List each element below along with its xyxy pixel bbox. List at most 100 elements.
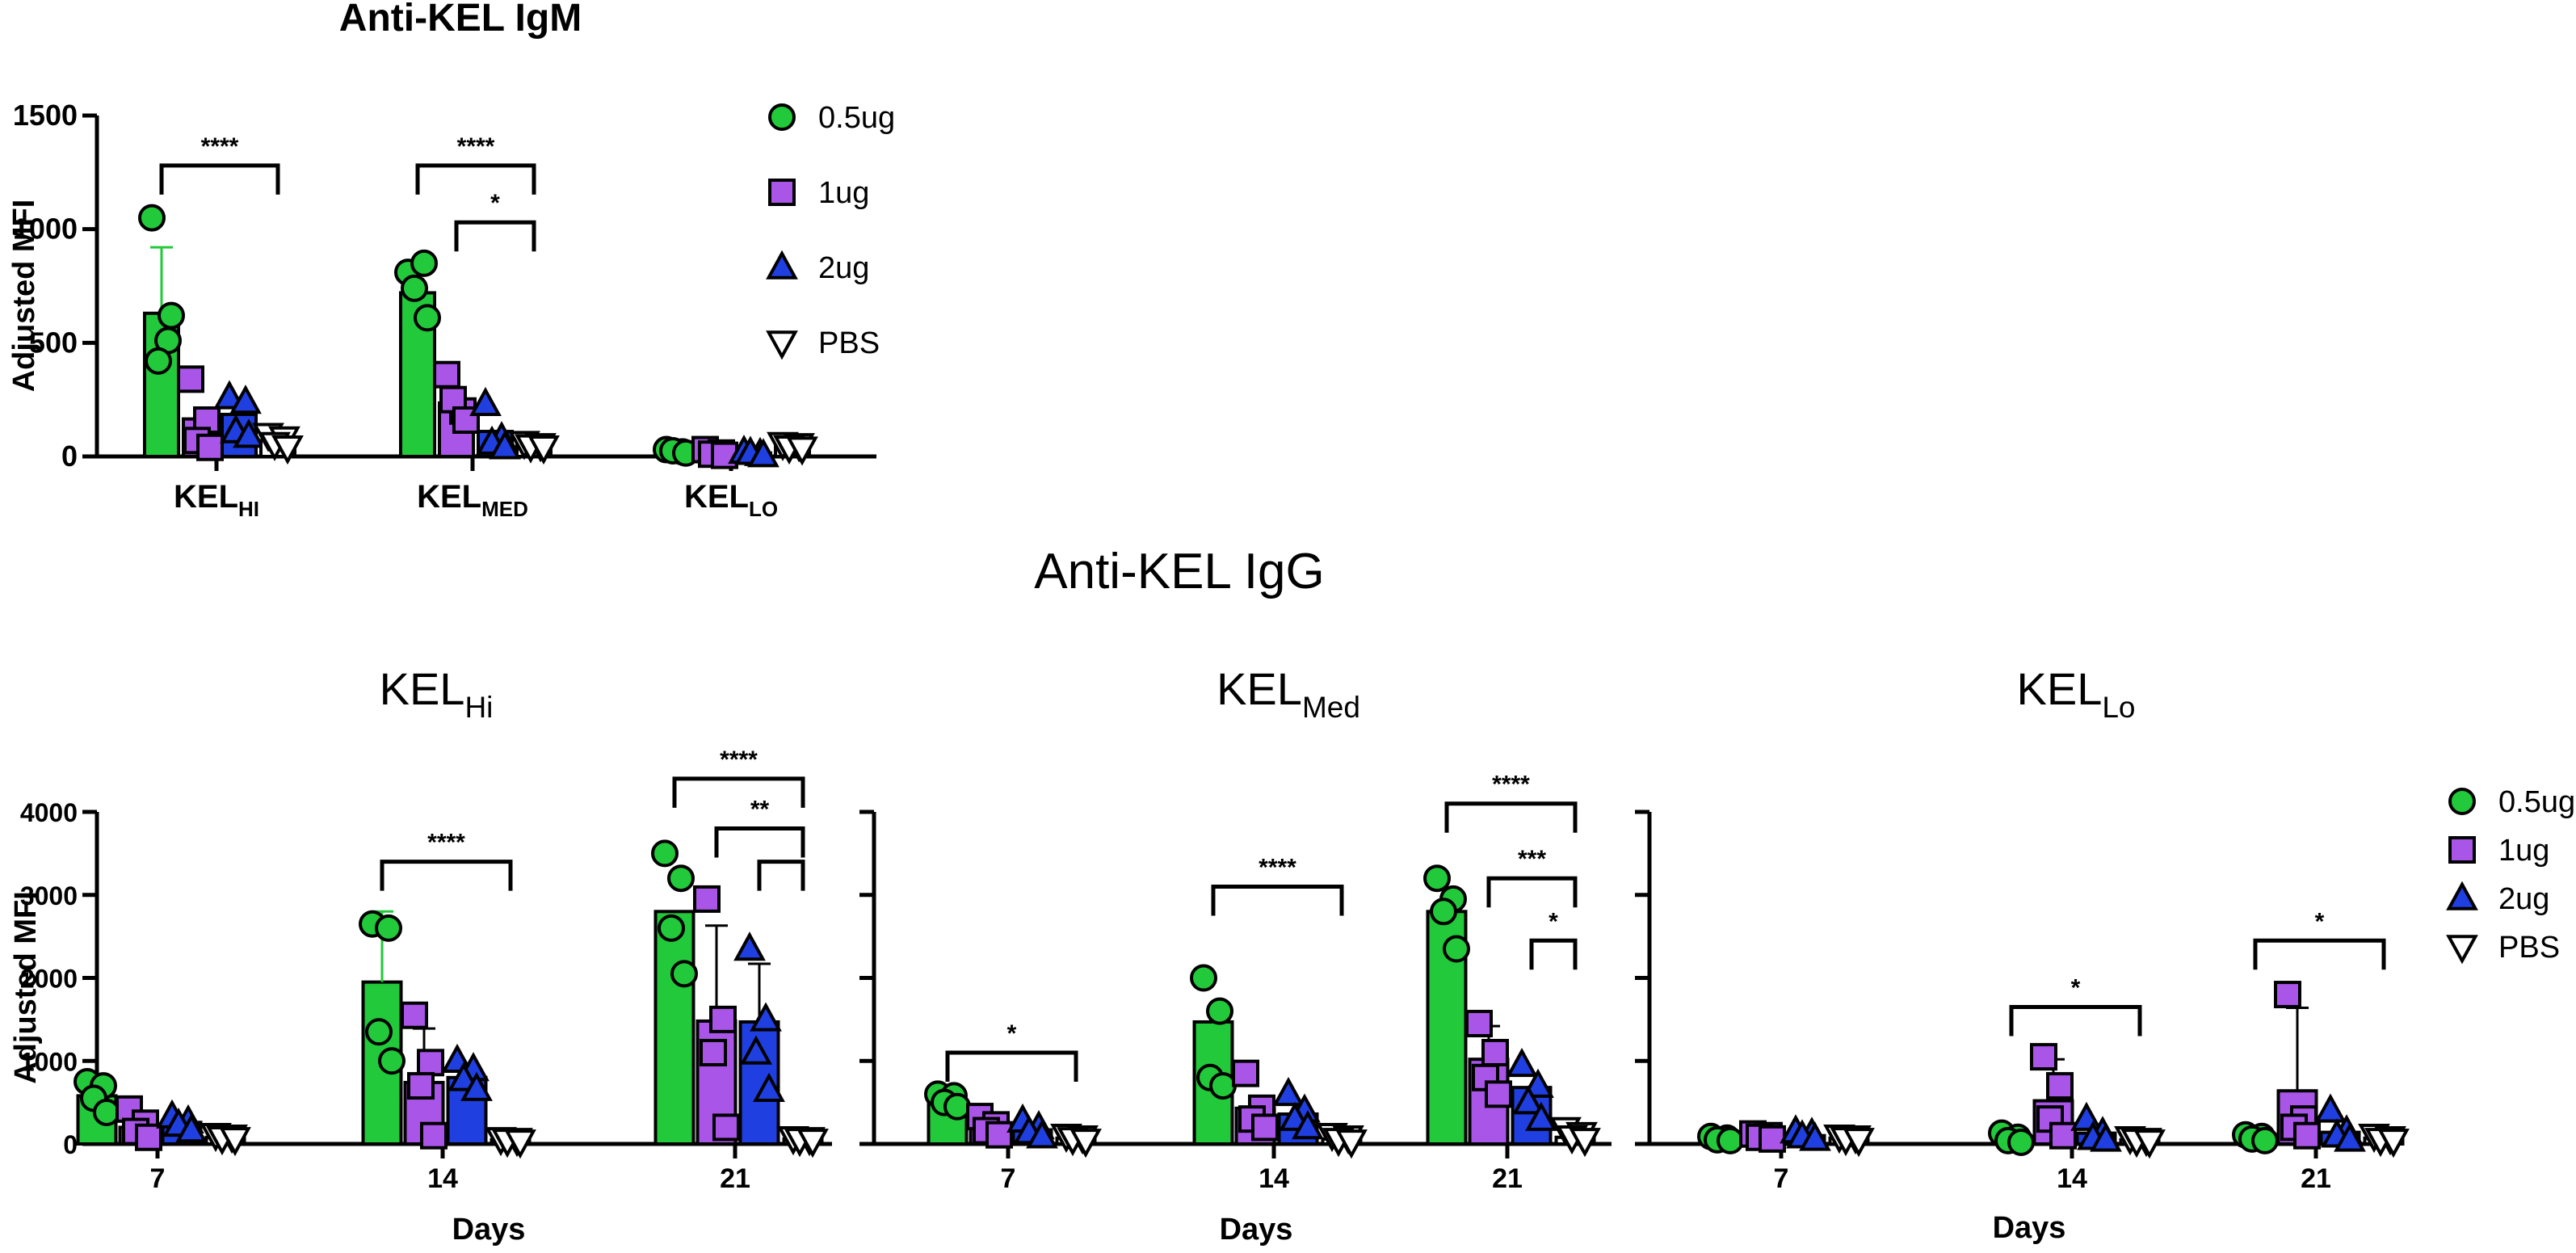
legend-marker [768, 179, 796, 206]
y-tick-label: 3000 [20, 881, 78, 910]
y-tick-label: 1000 [20, 1047, 78, 1076]
significance-label: * [2071, 974, 2081, 1001]
data-point [2133, 1129, 2166, 1159]
data-point [670, 960, 698, 988]
data-point [138, 204, 166, 232]
significance-label: **** [720, 746, 758, 773]
data-point [2377, 1129, 2410, 1158]
data-point [2293, 1121, 2321, 1150]
data-point [1522, 1068, 1554, 1098]
significance-bracket [415, 163, 536, 195]
x-tick-label: 21 [720, 1163, 750, 1194]
data-point [158, 301, 185, 330]
data-point [1292, 1110, 1324, 1140]
data-point [1525, 1101, 1557, 1131]
data-point [709, 1005, 737, 1033]
data-point [460, 1071, 493, 1101]
x-tick-label: 7 [1001, 1163, 1016, 1194]
y-tick-label: 0 [63, 1130, 78, 1159]
x-tick-label: 7 [1774, 1163, 1789, 1194]
x-tick-label: KELLO [684, 479, 778, 521]
significance-bracket [672, 776, 805, 808]
data-point [414, 304, 441, 332]
data-point [375, 914, 402, 942]
x-tick-label: KELHI [174, 479, 259, 521]
significance-label: **** [1492, 772, 1530, 798]
data-point [93, 1098, 120, 1126]
data-point [2030, 1043, 2057, 1071]
data-point [229, 385, 262, 414]
chart-title: KELLo [2016, 663, 2135, 724]
data-point [2274, 981, 2301, 1009]
significance-label: * [1007, 1020, 1017, 1047]
legend-label: 0.5ug [818, 101, 895, 135]
data-point [1335, 1129, 1368, 1159]
y-tick-label: 500 [29, 326, 78, 359]
data-point [712, 1113, 740, 1142]
data-point [1506, 1047, 1538, 1078]
data-point [407, 1072, 435, 1100]
legend-marker [2446, 881, 2478, 910]
legend-label: 1ug [2498, 834, 2549, 868]
data-point [2314, 1093, 2347, 1123]
significance-label: **** [457, 133, 495, 160]
data-point [1209, 1072, 1237, 1100]
data-point [527, 435, 560, 465]
data-point [417, 1049, 444, 1077]
data-point [943, 1092, 971, 1121]
data-point [196, 433, 224, 461]
y-axis-label: Adjusted MFI [7, 200, 41, 393]
significance-bracket [1529, 938, 1578, 970]
significance-label: * [490, 190, 500, 217]
chart-title: KELMed [1217, 663, 1360, 724]
data-point [1799, 1121, 1831, 1151]
x-tick-label: 14 [2057, 1163, 2087, 1194]
data-point [433, 360, 460, 389]
y-tick-label: 0 [61, 439, 78, 473]
data-point [2334, 1122, 2366, 1152]
data-point [733, 931, 766, 961]
legend-label: 2ug [2498, 882, 2549, 916]
legend-label: PBS [2498, 931, 2560, 965]
data-point [2046, 1072, 2074, 1100]
data-point [796, 1129, 829, 1158]
data-point [452, 406, 480, 434]
data-point [658, 914, 685, 942]
x-axis-label: Days [452, 1213, 526, 1247]
significance-label: ** [750, 797, 770, 823]
data-point [985, 1121, 1013, 1149]
data-point [365, 1018, 393, 1046]
significance-bracket [2009, 1004, 2142, 1036]
significance-bracket [454, 220, 536, 252]
y-tick-label: 1000 [13, 212, 78, 246]
data-point [2070, 1101, 2103, 1131]
data-point [489, 430, 521, 460]
y-tick-label: 1500 [13, 99, 78, 132]
significance-bracket [159, 163, 280, 195]
data-point [750, 1002, 782, 1032]
significance-bracket [714, 826, 805, 858]
x-tick-label: 21 [1492, 1163, 1523, 1194]
data-point [420, 1121, 448, 1150]
data-point [693, 885, 721, 913]
data-point [378, 1047, 406, 1075]
significance-bracket [380, 860, 513, 891]
data-point [1843, 1128, 1875, 1158]
data-point [740, 1035, 772, 1065]
chart-title: Anti-KEL IgM [339, 0, 582, 40]
data-point [1251, 1113, 1279, 1142]
data-point [1423, 864, 1451, 893]
significance-bracket [1486, 876, 1578, 908]
x-tick-label: 7 [150, 1163, 166, 1194]
data-point [177, 365, 204, 393]
legend-label: PBS [818, 326, 880, 360]
chart-title: KELHi [380, 663, 494, 724]
data-point [1232, 1059, 1259, 1087]
bar [653, 910, 695, 1146]
legend-marker [766, 330, 798, 360]
legend-marker [2446, 935, 2478, 965]
data-point [1512, 1085, 1544, 1115]
data-point [213, 380, 246, 410]
data-point [2049, 1121, 2077, 1150]
